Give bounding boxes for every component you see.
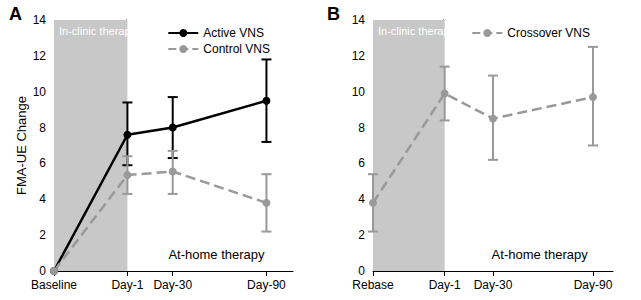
svg-text:8: 8 [358,121,365,135]
svg-text:6: 6 [358,156,365,170]
svg-text:Day-1: Day-1 [429,278,461,292]
svg-text:14: 14 [33,13,47,27]
svg-text:Rebase: Rebase [352,278,394,292]
svg-text:2: 2 [39,228,46,242]
svg-text:Day-30: Day-30 [474,278,513,292]
svg-text:12: 12 [33,49,47,63]
svg-text:14: 14 [352,13,366,27]
svg-text:Day-30: Day-30 [153,278,192,292]
svg-text:Control VNS: Control VNS [203,42,270,56]
svg-text:6: 6 [39,156,46,170]
svg-text:Baseline: Baseline [31,278,77,292]
svg-text:8: 8 [39,121,46,135]
svg-text:Day-90: Day-90 [574,278,613,292]
svg-text:FMA-UE Change: FMA-UE Change [14,96,29,195]
svg-text:4: 4 [358,192,365,206]
svg-text:4: 4 [39,192,46,206]
svg-text:10: 10 [33,85,47,99]
svg-text:0: 0 [39,264,46,278]
svg-text:2: 2 [358,228,365,242]
svg-text:Active VNS: Active VNS [203,26,264,40]
svg-text:B: B [327,4,340,24]
svg-text:In-clinic therapy: In-clinic therapy [378,25,456,37]
svg-text:At-home therapy: At-home therapy [168,247,265,262]
svg-text:Day-90: Day-90 [247,278,286,292]
svg-text:Crossover VNS: Crossover VNS [507,26,590,40]
svg-text:A: A [9,4,22,24]
svg-text:10: 10 [352,85,366,99]
svg-text:12: 12 [352,49,366,63]
svg-text:At-home therapy: At-home therapy [492,247,589,262]
svg-text:0: 0 [358,264,365,278]
svg-text:In-clinic therapy: In-clinic therapy [59,25,137,37]
svg-text:Day-1: Day-1 [111,278,143,292]
